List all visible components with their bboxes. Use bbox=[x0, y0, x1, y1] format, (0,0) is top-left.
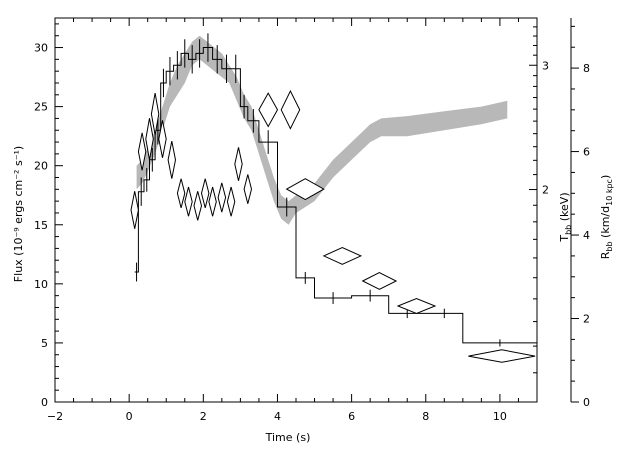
flux-tick-label: 15 bbox=[34, 219, 48, 232]
radius-diamond bbox=[130, 191, 139, 229]
radius-diamond bbox=[285, 178, 325, 201]
x-axis-ticks: −2 0 2 4 6 8 10 bbox=[47, 18, 538, 423]
radius-diamond bbox=[145, 118, 154, 160]
flux-axis-ticks: 0 5 10 15 20 25 30 bbox=[34, 23, 63, 409]
radius-tick-label: 6 bbox=[583, 146, 590, 159]
flux-histogram-layer bbox=[134, 33, 537, 347]
x-tick-label: 6 bbox=[348, 410, 355, 423]
flux-tick-label: 5 bbox=[41, 337, 48, 350]
radius-diamond bbox=[226, 186, 236, 217]
flux-tick-label: 25 bbox=[34, 101, 48, 114]
x-tick-label: 4 bbox=[274, 410, 281, 423]
radius-diamond bbox=[243, 174, 253, 204]
x-tick-label: −2 bbox=[47, 410, 63, 423]
radius-axis-ticks: 0 2 4 6 8 bbox=[571, 25, 590, 409]
radius-diamond bbox=[208, 186, 217, 217]
temperature-axis-ticks: 23 bbox=[529, 17, 549, 374]
flux-histogram bbox=[134, 47, 537, 344]
flux-axis-title: Flux (10⁻⁹ ergs cm⁻² s⁻¹) bbox=[12, 146, 25, 282]
temperature-axis-title-symbol: T bbox=[558, 235, 571, 243]
radius-diamond bbox=[361, 272, 398, 290]
temperature-tick-label: 2 bbox=[542, 184, 549, 197]
temperature-axis-title-subscript: bb bbox=[564, 225, 573, 235]
radius-diamond bbox=[234, 147, 243, 181]
radius-tick-label: 0 bbox=[583, 396, 590, 409]
radius-axis-title-subscript: bb bbox=[605, 241, 614, 251]
x-axis-title: Time (s) bbox=[265, 431, 311, 444]
temperature-axis-title-unit: (keV) bbox=[558, 192, 571, 224]
radius-diamond bbox=[468, 349, 536, 363]
radius-diamond bbox=[280, 89, 301, 130]
radius-diamond bbox=[167, 141, 177, 179]
radius-diamond bbox=[184, 186, 193, 217]
radius-diamond bbox=[258, 92, 279, 128]
x-tick-label: 2 bbox=[200, 410, 207, 423]
radius-tick-label: 8 bbox=[583, 62, 590, 75]
radius-diamond bbox=[217, 182, 227, 213]
flux-tick-label: 30 bbox=[34, 42, 48, 55]
radius-tick-label: 2 bbox=[583, 313, 590, 326]
x-tick-label: 8 bbox=[422, 410, 429, 423]
x-tick-label: 10 bbox=[493, 410, 507, 423]
flux-tick-label: 0 bbox=[41, 396, 48, 409]
radius-diamond bbox=[158, 120, 167, 158]
radius-tick-label: 4 bbox=[583, 229, 590, 242]
radius-axis-title-unit: (km/d bbox=[599, 206, 612, 242]
radius-diamond bbox=[137, 132, 147, 171]
flux-tick-label: 10 bbox=[34, 278, 48, 291]
radius-axis-title-symbol: R bbox=[599, 251, 612, 259]
radius-axis-title-unit-end: ) bbox=[599, 175, 612, 179]
radius-diamond bbox=[176, 178, 186, 209]
temperature-axis-title: Tbb (keV) bbox=[558, 192, 573, 242]
radius-diamond bbox=[193, 191, 203, 221]
radius-axis-title-unit-subscript: 10 kpc bbox=[605, 179, 614, 206]
radius-axis-title: Rbb (km/d10 kpc) bbox=[599, 175, 614, 260]
temperature-band bbox=[136, 35, 508, 225]
radius-diamond bbox=[200, 178, 210, 209]
radius-diamond-layer bbox=[130, 89, 536, 363]
radius-diamond bbox=[150, 93, 160, 135]
temperature-band-layer bbox=[136, 35, 508, 225]
radius-diamond bbox=[322, 247, 363, 265]
radius-diamond bbox=[396, 297, 437, 315]
x-tick-label: 0 bbox=[126, 410, 133, 423]
flux-tick-label: 20 bbox=[34, 160, 48, 173]
temperature-tick-label: 3 bbox=[542, 59, 549, 72]
